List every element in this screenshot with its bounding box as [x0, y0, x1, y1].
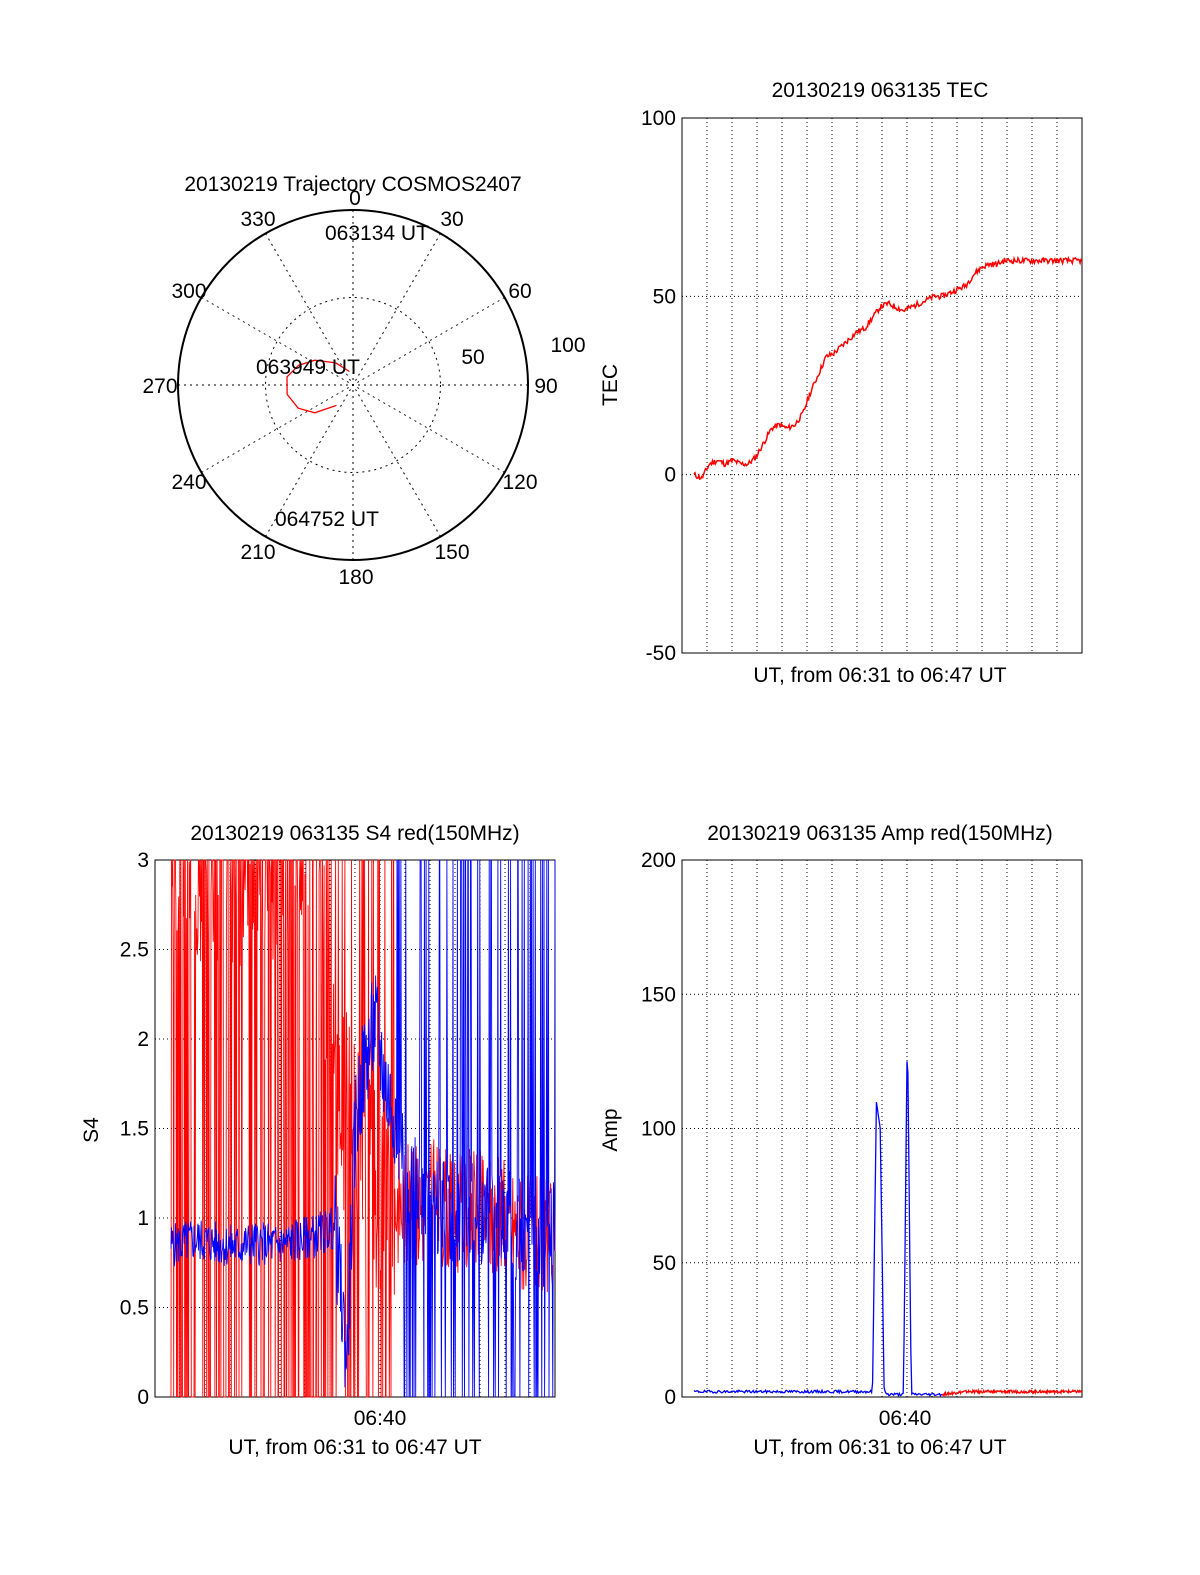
tec-xlabel: UT, from 06:31 to 06:47 UT	[753, 664, 1006, 687]
tec-grid	[682, 118, 1082, 653]
amp-series	[693, 1061, 1083, 1398]
polar-angle-label-240: 240	[171, 471, 206, 494]
amp-y-axis: 0 50 100 150 200	[641, 849, 676, 1409]
y-tick-label: -50	[646, 642, 676, 665]
y-tick-label: 0	[664, 464, 676, 487]
y-tick-label: 3	[137, 849, 149, 872]
y-tick-label: 2	[137, 1028, 149, 1051]
y-tick-label: 1.5	[120, 1118, 149, 1141]
polar-radius-label-100: 100	[550, 334, 585, 357]
s4-xtick-0640: 06:40	[354, 1407, 407, 1430]
y-tick-label: 200	[641, 849, 676, 872]
amp-xlabel: UT, from 06:31 to 06:47 UT	[753, 1436, 1006, 1459]
polar-angle-label-0: 0	[349, 187, 361, 210]
polar-angle-label-120: 120	[502, 471, 537, 494]
s4-y-axis: 0 0.5 1 1.5 2 2.5 3	[120, 849, 149, 1409]
y-tick-label: 0.5	[120, 1297, 149, 1320]
y-tick-label: 50	[653, 285, 676, 308]
s4-panel: 20130219 063135 S4 red(150MHz) 0 0.5 1 1.5 2…	[80, 822, 556, 1459]
s4-ylabel: S4	[80, 1117, 103, 1143]
y-tick-label: 0	[137, 1386, 149, 1409]
s4-blue-series	[170, 859, 556, 1398]
amp-blue-line	[693, 1061, 943, 1398]
polar-radius-label-50: 50	[461, 346, 484, 369]
y-tick-label: 150	[641, 983, 676, 1006]
polar-angle-label-300: 300	[171, 280, 206, 303]
polar-annotation-start: 063134 UT	[325, 222, 429, 245]
amp-grid	[682, 860, 1082, 1397]
tec-ylabel: TEC	[599, 364, 622, 406]
tec-panel: 20130219 063135 TEC -50 0 50 100 TEC UT, fr…	[599, 79, 1083, 687]
y-tick-label: 1	[137, 1207, 149, 1230]
polar-angle-label-330: 330	[240, 208, 275, 231]
amp-red-line	[941, 1387, 1083, 1398]
s4-red-series	[170, 859, 556, 1398]
amp-title: 20130219 063135 Amp red(150MHz)	[707, 822, 1053, 845]
polar-annotation-mid: 063949 UT	[256, 356, 360, 379]
tec-title: 20130219 063135 TEC	[772, 79, 989, 102]
polar-angle-label-210: 210	[240, 541, 275, 564]
amp-ylabel: Amp	[599, 1108, 622, 1151]
polar-angle-label-30: 30	[440, 208, 463, 231]
polar-angle-label-60: 60	[508, 280, 531, 303]
s4-blue-line	[170, 859, 556, 1398]
amp-xtick-0640: 06:40	[879, 1407, 932, 1430]
polar-angle-label-270: 270	[142, 375, 177, 398]
y-tick-label: 100	[641, 107, 676, 130]
polar-annotation-end: 064752 UT	[275, 508, 379, 531]
polar-angle-label-180: 180	[338, 566, 373, 589]
polar-grid	[177, 209, 529, 561]
y-tick-label: 0	[664, 1386, 676, 1409]
tec-y-axis: -50 0 50 100	[641, 107, 676, 665]
s4-title: 20130219 063135 S4 red(150MHz)	[190, 822, 519, 845]
polar-spoke	[265, 233, 441, 537]
s4-red-line	[170, 859, 556, 1398]
y-tick-label: 2.5	[120, 939, 149, 962]
polar-inner-circle	[265, 297, 441, 473]
y-tick-label: 50	[653, 1252, 676, 1275]
tec-series	[693, 255, 1083, 481]
polar-angle-labels: 0 30 60 90 120 150 180 210 240 270 300 330	[142, 187, 557, 589]
polar-trajectory-series	[286, 359, 350, 414]
polar-spokes	[178, 210, 528, 560]
y-tick-label: 100	[641, 1118, 676, 1141]
polar-angle-label-90: 90	[534, 375, 557, 398]
s4-xlabel: UT, from 06:31 to 06:47 UT	[228, 1436, 481, 1459]
polar-angle-label-150: 150	[434, 541, 469, 564]
amp-panel: 20130219 063135 Amp red(150MHz) 0 50 100 15…	[599, 822, 1083, 1459]
polar-title: 20130219 Trajectory COSMOS2407	[184, 173, 521, 196]
polar-panel: 20130219 Trajectory COSMOS2407 0 30 60 90 12…	[142, 173, 585, 589]
